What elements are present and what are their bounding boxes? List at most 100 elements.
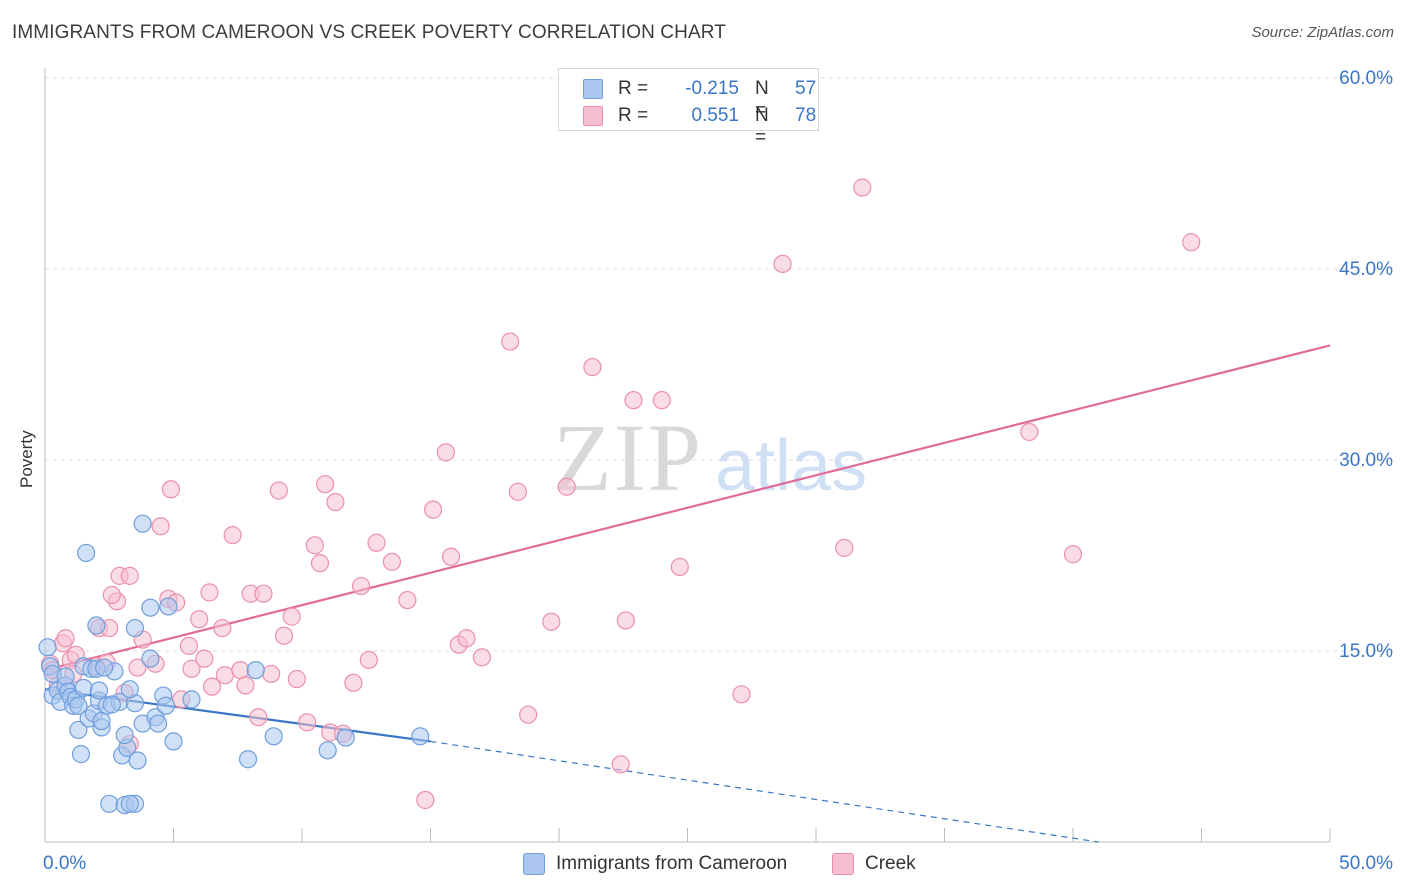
creek-point xyxy=(310,554,330,573)
cameroon-point xyxy=(120,680,139,699)
cameroon-point xyxy=(87,616,106,635)
creek-point xyxy=(352,576,371,596)
series-legend-label: Immigrants from Cameroon xyxy=(556,853,788,874)
chart-title: IMMIGRANTS FROM CAMEROON VS CREEK POVERT… xyxy=(12,22,726,43)
legend-swatch-creek xyxy=(583,106,603,126)
series-swatch-creek xyxy=(832,853,854,875)
cameroon-point xyxy=(125,618,145,638)
cameroon-point xyxy=(411,727,430,746)
legend-n-value: 57 xyxy=(795,78,817,99)
tick-labels: 15.0% 30.0% 45.0% 60.0% 0.0% 50.0% xyxy=(43,68,1393,874)
creek-point xyxy=(367,533,386,552)
creek-point xyxy=(853,178,872,197)
cameroon-point xyxy=(156,696,175,715)
cameroon-point xyxy=(102,695,121,714)
creek-point xyxy=(179,636,199,656)
creek-point xyxy=(616,611,635,630)
cameroon-point xyxy=(164,732,183,751)
series-legend-label: Creek xyxy=(865,853,916,874)
legend-r-label: R = xyxy=(618,105,649,126)
creek-point xyxy=(519,705,538,724)
creek-point xyxy=(202,677,222,696)
cameroon-point xyxy=(115,725,134,745)
creek-point xyxy=(102,585,121,605)
creek-point xyxy=(652,391,671,410)
creek-point xyxy=(326,492,345,512)
creek-point xyxy=(436,443,456,462)
creek-point xyxy=(161,480,181,499)
cameroon-point xyxy=(38,638,57,657)
source-label: Source: ZipAtlas.com xyxy=(1251,24,1394,41)
cameroon-point xyxy=(71,745,91,764)
creek-trend-line xyxy=(44,344,1331,672)
y-tick-label: 45.0% xyxy=(1339,259,1393,280)
cameroon-point xyxy=(56,667,75,686)
creek-point xyxy=(262,664,281,684)
legend-n-value: 78 xyxy=(795,105,817,126)
legend-r-value: 0.551 xyxy=(691,105,739,126)
creek-point xyxy=(441,547,461,566)
legend-swatch-cameroon xyxy=(583,79,603,99)
creek-point xyxy=(305,536,324,555)
creek-point xyxy=(287,669,306,689)
cameroon-point xyxy=(318,741,337,760)
creek-point xyxy=(416,790,435,810)
cameroon-point xyxy=(69,696,88,715)
cameroon-point xyxy=(89,681,109,700)
creek-point xyxy=(732,685,751,704)
creek-point xyxy=(128,658,147,677)
cameroon-trend-extension xyxy=(430,740,1099,843)
cameroon-point xyxy=(264,727,283,746)
creek-point xyxy=(359,650,378,670)
creek-point xyxy=(1063,545,1083,564)
creek-point xyxy=(457,629,476,648)
cameroon-point xyxy=(69,720,88,740)
cameroon-point xyxy=(92,711,111,731)
cameroon-point xyxy=(120,794,139,813)
cameroon-point xyxy=(128,751,147,770)
cameroon-point xyxy=(133,514,152,533)
creek-point xyxy=(773,254,792,274)
cameroon-point xyxy=(95,658,114,677)
creek-point xyxy=(423,500,443,519)
creek-point xyxy=(282,607,301,626)
creek-point xyxy=(398,590,417,610)
creek-point xyxy=(583,357,602,377)
cameroon-point xyxy=(77,543,96,563)
creek-point xyxy=(195,649,214,668)
series-swatch-cameroon xyxy=(523,853,545,875)
creek-point xyxy=(611,755,630,774)
x-tick-label: 0.0% xyxy=(43,853,86,874)
creek-point xyxy=(624,391,643,410)
creek-point xyxy=(835,538,854,557)
y-tick-label: 30.0% xyxy=(1339,450,1393,471)
creek-point xyxy=(249,708,268,727)
cameroon-point xyxy=(238,750,258,769)
creek-point xyxy=(670,557,689,577)
y-tick-label: 60.0% xyxy=(1339,68,1393,89)
legend-n-label: N = xyxy=(755,105,769,148)
y-tick-label: 15.0% xyxy=(1339,641,1393,662)
gridlines xyxy=(45,77,1393,652)
cameroon-point xyxy=(141,598,160,617)
creek-point xyxy=(542,612,561,631)
cameroon-point xyxy=(336,728,355,747)
cameroon-point xyxy=(148,714,168,733)
cameroon-point xyxy=(74,678,93,698)
creek-point xyxy=(231,660,250,680)
creek-point xyxy=(213,618,232,638)
cameroon-point xyxy=(100,794,119,813)
creek-point xyxy=(344,673,363,692)
legend-n-label: N = xyxy=(755,78,769,121)
creek-point xyxy=(269,481,288,500)
x-tick-label: 50.0% xyxy=(1339,853,1393,874)
creek-point xyxy=(120,566,139,585)
creek-point xyxy=(274,626,294,645)
creek-point xyxy=(1020,422,1039,442)
cameroon-point xyxy=(182,690,201,709)
creek-point xyxy=(472,648,491,667)
creek-point xyxy=(56,629,75,648)
creek-point xyxy=(223,526,242,545)
creek-point xyxy=(508,482,527,501)
